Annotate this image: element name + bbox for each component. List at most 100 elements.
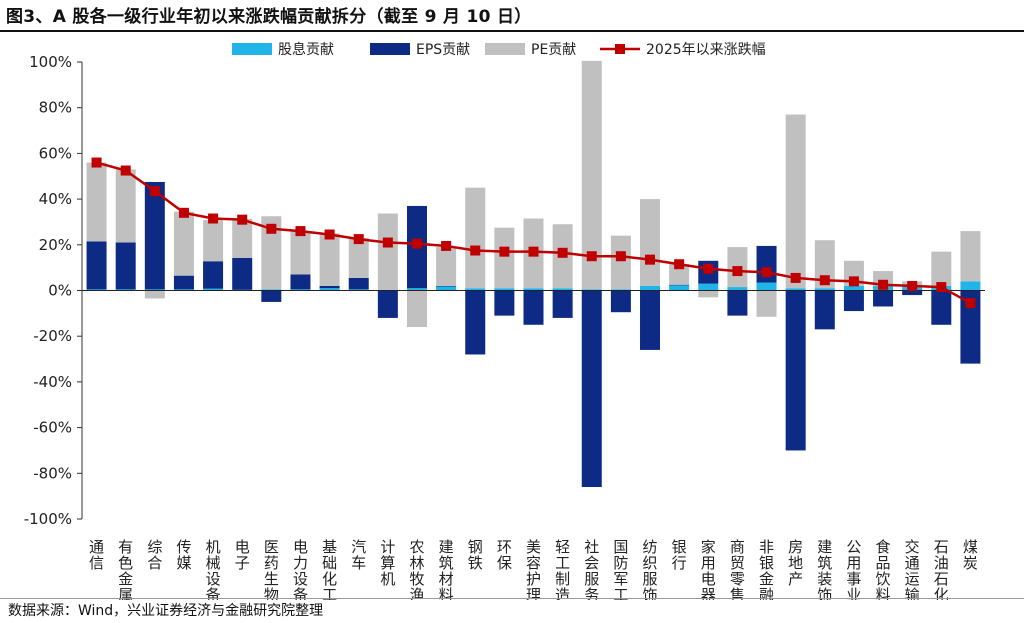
y-tick-label: -100% (24, 510, 72, 528)
y-tick-label: 80% (39, 99, 72, 117)
ytd-change-marker (499, 246, 510, 257)
legend-swatch (485, 43, 525, 55)
category-label: 家用电器 (701, 538, 716, 600)
ytd-change-marker (528, 246, 539, 257)
bar-eps-contribution (610, 290, 631, 313)
bar-eps-contribution (523, 290, 544, 325)
bar-dividend-contribution (348, 289, 369, 291)
category-label: 食品饮料 (876, 538, 891, 600)
ytd-change-marker (703, 263, 714, 274)
ytd-change-marker (441, 240, 452, 251)
category-label: 机械设备 (206, 538, 221, 600)
bar-pe-contribution (377, 213, 398, 291)
bar-pe-contribution (610, 235, 631, 290)
category-label: 电力设备 (293, 538, 308, 600)
bar-dividend-contribution (86, 289, 107, 291)
y-tick-label: -60% (33, 419, 72, 437)
bar-dividend-contribution (436, 285, 457, 291)
bar-eps-contribution (814, 290, 835, 330)
bar-eps-contribution (669, 284, 690, 286)
bar-eps-contribution (727, 290, 748, 316)
y-tick-label: 100% (29, 53, 72, 71)
ytd-change-marker (878, 279, 889, 290)
bar-pe-contribution (581, 60, 602, 290)
bar-dividend-contribution (173, 289, 194, 291)
bar-pe-contribution (465, 187, 486, 289)
ytd-change-marker (848, 276, 859, 287)
bar-eps-contribution (843, 290, 864, 312)
bar-dividend-contribution (290, 289, 311, 291)
category-label: 建筑材料 (439, 538, 454, 600)
bar-pe-contribution (348, 237, 369, 278)
bar-eps-contribution (494, 290, 515, 316)
y-tick-label: -40% (33, 373, 72, 391)
title-divider (0, 30, 1024, 32)
category-label: 建筑装饰 (817, 538, 832, 600)
bar-pe-contribution (261, 216, 282, 290)
bar-eps-contribution (232, 257, 253, 290)
bar-dividend-contribution (785, 288, 806, 291)
bar-pe-contribution (173, 211, 194, 276)
bar-dividend-contribution (552, 288, 573, 291)
bar-eps-contribution (960, 290, 981, 364)
bar-pe-contribution (86, 162, 107, 242)
bar-eps-contribution (115, 242, 136, 290)
ytd-change-marker (353, 234, 364, 245)
bar-dividend-contribution (669, 284, 690, 291)
bar-eps-contribution (436, 285, 457, 287)
category-label: 电子 (235, 538, 250, 572)
chart-title: 图3、A 股各一级行业年初以来涨跌幅贡献拆分（截至 9 月 10 日） (6, 7, 532, 27)
bar-dividend-contribution (610, 289, 631, 291)
bar-eps-contribution (552, 290, 573, 318)
bar-pe-contribution (494, 227, 515, 289)
ytd-change-marker (470, 245, 481, 256)
source-note: 数据来源：Wind，兴业证券经济与金融研究院整理 (8, 603, 324, 619)
ytd-change-marker (120, 165, 131, 176)
bar-pe-contribution (756, 290, 777, 317)
ytd-change-marker (91, 157, 102, 168)
ytd-change-marker (237, 214, 248, 225)
ytd-change-marker (586, 251, 597, 262)
category-label: 有色金属 (118, 538, 133, 600)
bar-pe-contribution (931, 251, 952, 286)
category-label: 社会服务 (584, 538, 599, 600)
ytd-change-marker (411, 238, 422, 249)
y-tick-label: -80% (33, 464, 72, 482)
bar-dividend-contribution (494, 288, 515, 291)
category-label: 综合 (147, 538, 162, 572)
bar-eps-contribution (931, 290, 952, 325)
bar-dividend-contribution (523, 288, 544, 291)
bar-dividend-contribution (261, 289, 282, 291)
bar-pe-contribution (785, 114, 806, 289)
y-tick-label: -20% (33, 327, 72, 345)
bar-dividend-contribution (465, 288, 486, 291)
ytd-change-marker (732, 266, 743, 277)
legend-swatch (370, 43, 410, 55)
category-label: 农林牧渔 (409, 538, 424, 600)
ytd-change-marker (965, 298, 976, 309)
bar-pe-contribution (406, 290, 427, 328)
category-label: 医药生物 (264, 538, 279, 600)
bar-dividend-contribution (406, 288, 427, 291)
bar-dividend-contribution (115, 289, 136, 291)
bar-eps-contribution (319, 285, 340, 289)
bar-dividend-contribution (727, 287, 748, 291)
bar-dividend-contribution (756, 282, 777, 291)
category-label: 商贸零售 (730, 538, 745, 600)
category-label: 美容护理 (526, 538, 541, 600)
category-label: 非银金融 (759, 538, 774, 600)
bar-dividend-contribution (698, 283, 719, 291)
category-label: 传媒 (176, 538, 191, 572)
ytd-change-marker (790, 272, 801, 283)
bar-pe-contribution (144, 290, 165, 299)
category-label: 房地产 (788, 538, 803, 588)
bar-pe-contribution (669, 264, 690, 285)
bar-eps-contribution (261, 290, 282, 302)
ytd-change-marker (295, 226, 306, 237)
bar-dividend-contribution (814, 288, 835, 291)
bar-dividend-contribution (640, 285, 661, 291)
category-label: 汽车 (351, 538, 366, 572)
bar-pe-contribution (436, 247, 457, 286)
bar-pe-contribution (203, 220, 224, 262)
legend-label: PE贡献 (531, 42, 576, 58)
